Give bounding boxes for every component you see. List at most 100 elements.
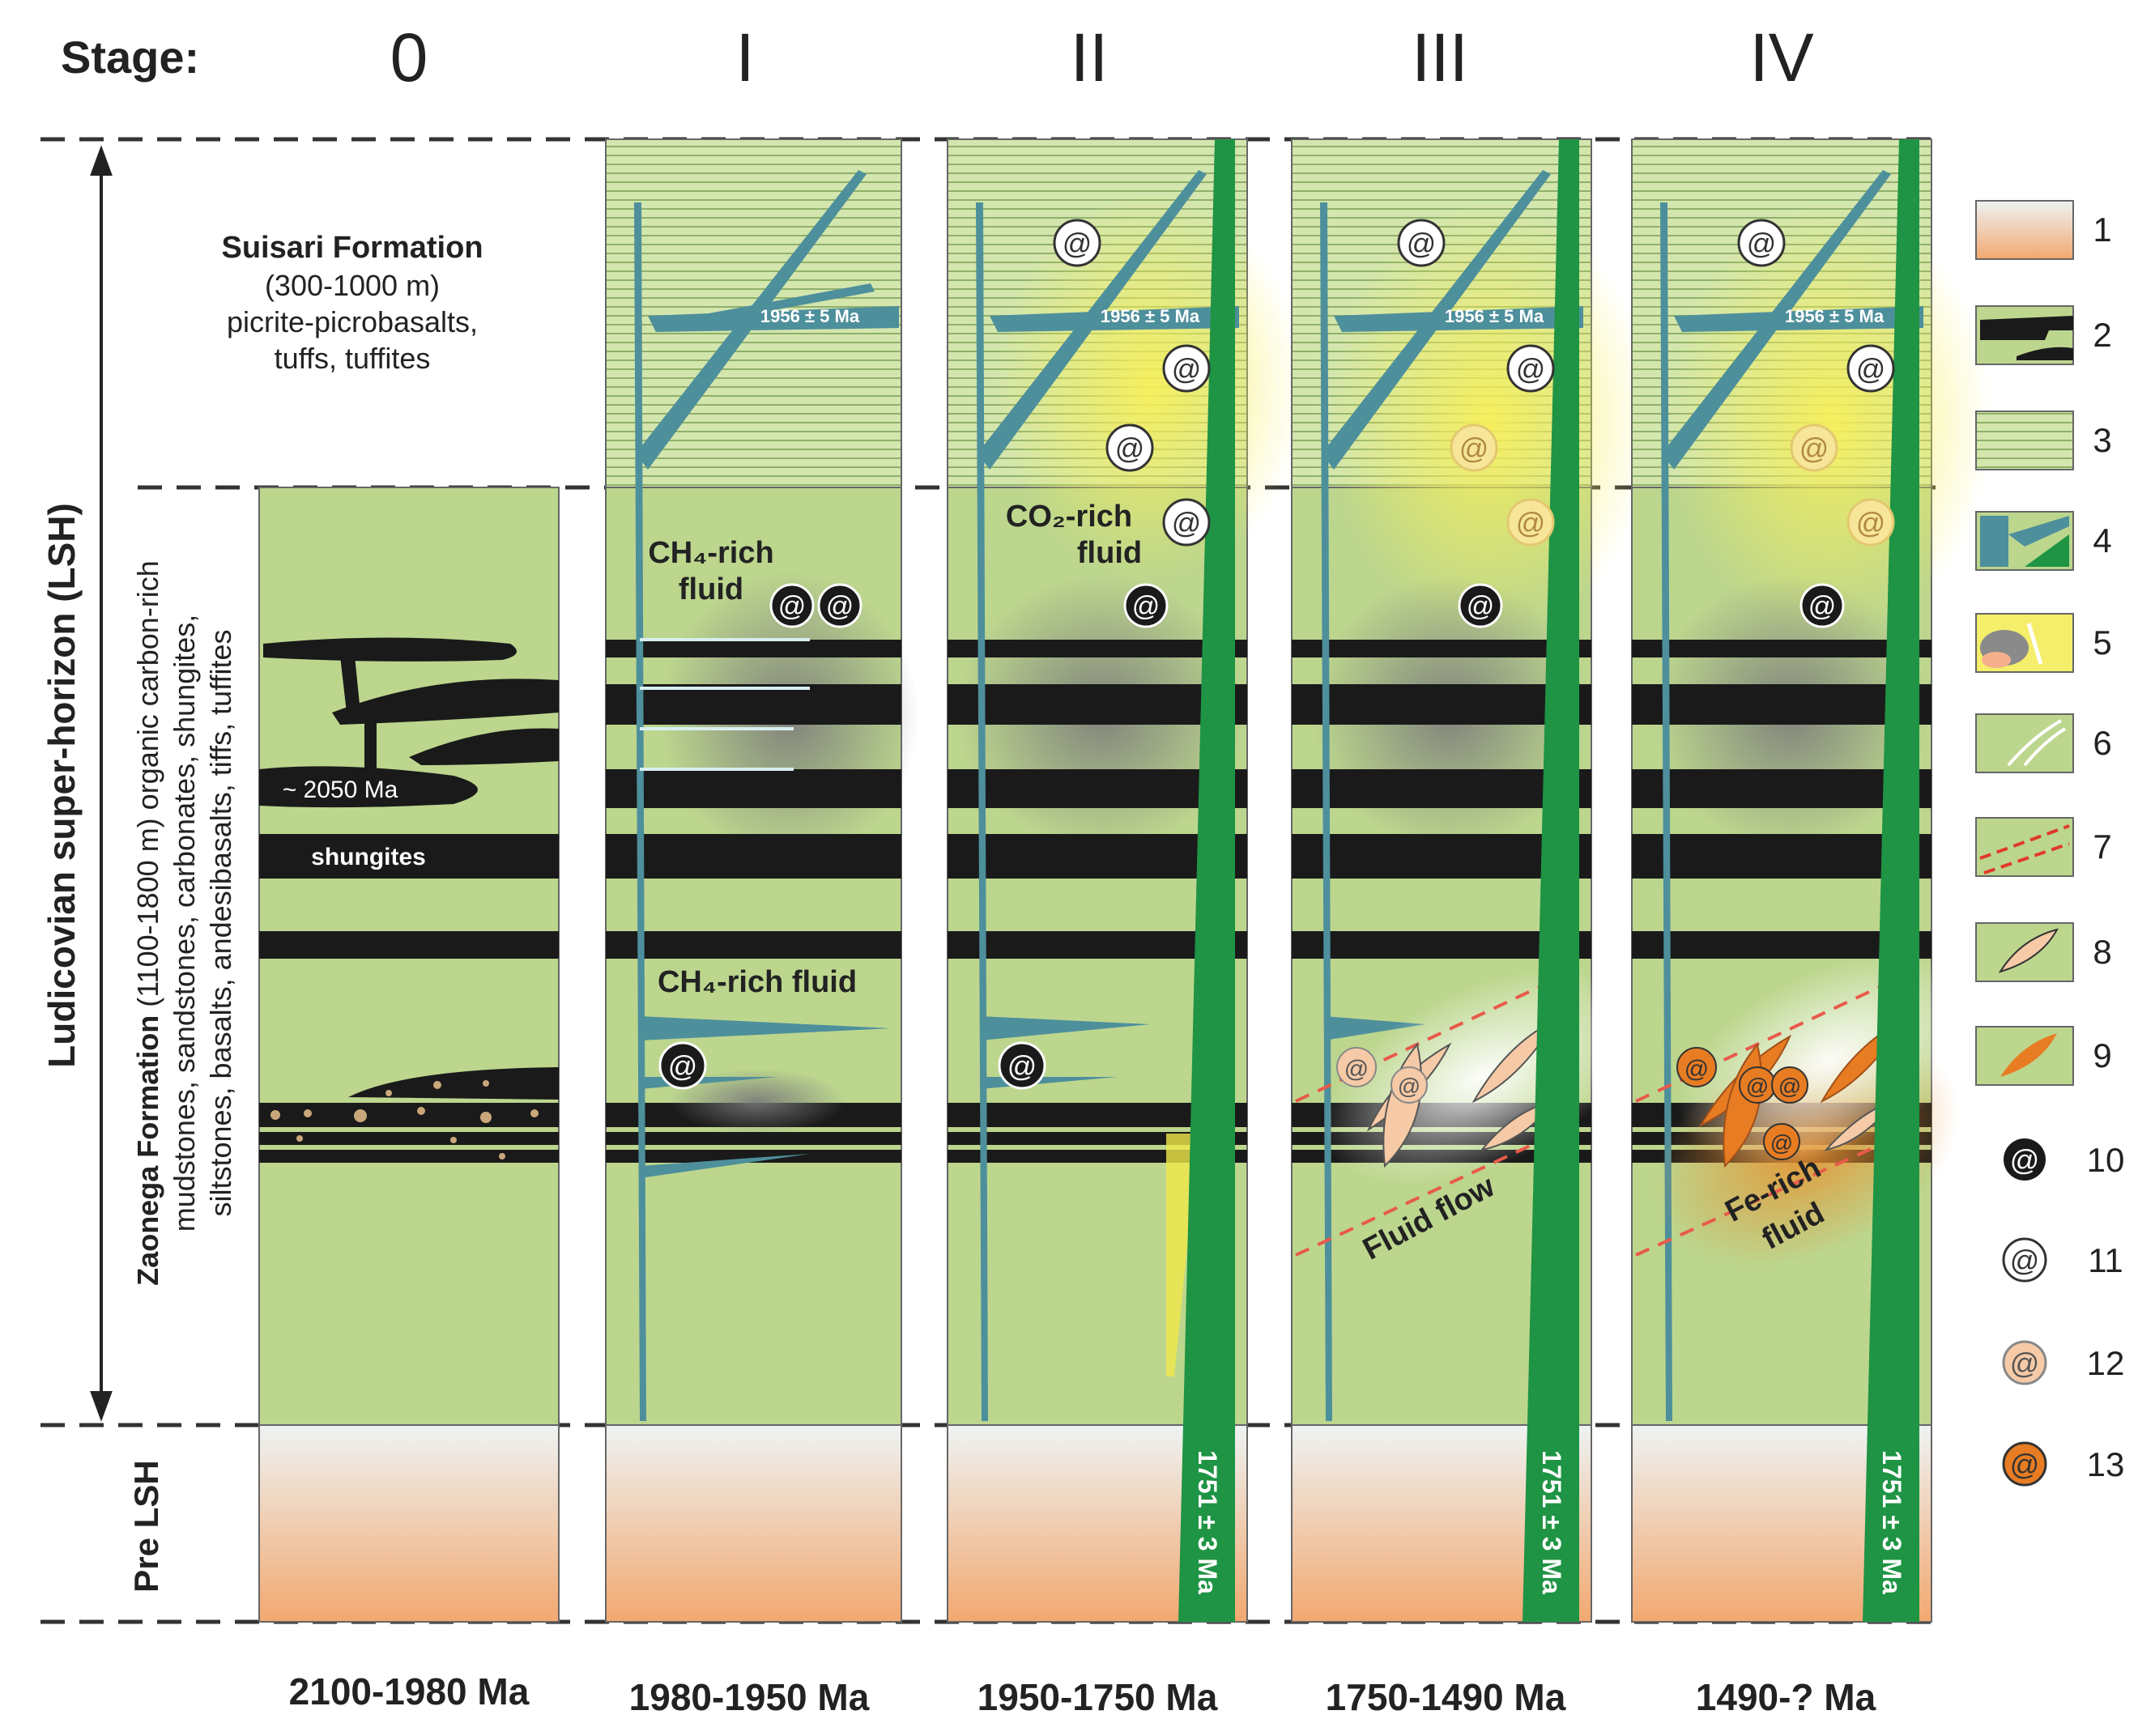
legend-number-9: 9 xyxy=(2093,1036,2111,1074)
age-stage-0: 2100-1980 Ma xyxy=(289,1670,530,1713)
svg-text:@: @ xyxy=(1770,1130,1793,1155)
svg-text:@: @ xyxy=(826,591,854,622)
legend-swatch-9 xyxy=(1975,1026,2074,1086)
legend-number-11: 11 xyxy=(2088,1241,2123,1279)
legend-swatch-4 xyxy=(1975,511,2074,571)
svg-text:@: @ xyxy=(1516,352,1546,385)
svg-text:@: @ xyxy=(1684,1056,1709,1083)
legend-swatch-6 xyxy=(1975,713,2074,773)
column-stage-III: 1956 ± 5 Ma 1751 ± 3 Ma Fluid flow @ @ @ xyxy=(1291,138,1652,1623)
svg-text:@: @ xyxy=(1063,227,1092,260)
age-2050-label: ~ 2050 Ma xyxy=(283,777,398,803)
legend-number-8: 8 xyxy=(2093,933,2111,971)
pre-lsh-label: Pre LSH xyxy=(127,1460,165,1592)
svg-text:@: @ xyxy=(1132,591,1161,622)
super-horizon-label: Ludicovian super-horizon (LSH) xyxy=(40,503,83,1068)
at-marker-white: @ xyxy=(1397,219,1446,267)
stage-II-label: II xyxy=(1071,19,1109,96)
stage-IV-label: IV xyxy=(1749,19,1813,96)
legend-swatch-8 xyxy=(1975,922,2074,982)
svg-text:@: @ xyxy=(2010,1448,2040,1481)
svg-text:@: @ xyxy=(1459,432,1489,465)
svg-text:@: @ xyxy=(1398,1074,1420,1099)
sill-age-II: 1956 ± 5 Ma xyxy=(1101,306,1200,326)
sill-age-I: 1956 ± 5 Ma xyxy=(760,306,860,326)
lsh-arrow xyxy=(90,145,113,1422)
zaonega-name: Zaonega Formation xyxy=(131,1015,164,1286)
svg-text:@: @ xyxy=(1778,1074,1801,1099)
legend-number-13: 13 xyxy=(2087,1445,2125,1483)
svg-text:@: @ xyxy=(1799,432,1829,465)
dyke-age-III: 1751 ± 3 Ma xyxy=(1537,1450,1566,1594)
svg-text:@: @ xyxy=(2010,1143,2040,1176)
at-marker-black: @ xyxy=(1123,583,1169,628)
svg-text:@: @ xyxy=(2010,1244,2040,1277)
legend-swatch-5 xyxy=(1975,613,2074,673)
at-marker-white: @ xyxy=(1737,219,1786,267)
at-marker-pink: @ xyxy=(1336,1047,1377,1087)
svg-text:@: @ xyxy=(1115,432,1145,465)
svg-text:@: @ xyxy=(778,591,807,622)
age-stage-IV: 1490-? Ma xyxy=(1696,1676,1876,1718)
zaonega-line3: siltstones, basalts, andesibasalts, tiff… xyxy=(204,629,237,1216)
legend-swatch-7 xyxy=(1975,817,2074,877)
suisari-line2: tuffs, tuffites xyxy=(275,342,431,375)
column-stage-I: 1956 ± 5 Ma CH₄-rich fluid CH₄-rich flui… xyxy=(605,138,919,1623)
legend-number-4: 4 xyxy=(2093,521,2111,560)
at-marker-orange: @ xyxy=(1676,1047,1717,1087)
at-marker-pink: @ xyxy=(1391,1066,1428,1104)
suisari-thickness: (300-1000 m) xyxy=(265,269,440,302)
at-marker-orange: @ xyxy=(1771,1066,1808,1104)
co2-label-1: CO₂-rich xyxy=(1006,500,1132,534)
stage-I-label: I xyxy=(735,19,754,96)
svg-text:@: @ xyxy=(668,1049,698,1083)
svg-text:@: @ xyxy=(2010,1347,2040,1380)
suisari-line1: picrite-picrobasalts, xyxy=(227,305,478,338)
at-marker-black: @ xyxy=(658,1041,707,1090)
stage-III-label: III xyxy=(1412,19,1468,96)
legend-swatch-2 xyxy=(1975,305,2074,365)
at-marker-black: @ xyxy=(1458,583,1503,628)
legend-number-10: 10 xyxy=(2087,1141,2125,1179)
at-marker-black: @ xyxy=(817,583,862,628)
svg-text:@: @ xyxy=(1747,227,1777,260)
legend: @ @ @ @ 1 2 3 4 5 6 7 8 9 10 11 12 13 xyxy=(1975,200,2125,1487)
svg-text:@: @ xyxy=(1856,352,1886,385)
at-marker-white: @ xyxy=(1846,344,1895,393)
svg-text:@: @ xyxy=(1172,506,1202,539)
co2-label-2: fluid xyxy=(1077,536,1142,570)
svg-text:@: @ xyxy=(1407,227,1437,260)
at-marker-pale: @ xyxy=(1450,423,1498,472)
legend-marker-10: @ xyxy=(2004,1138,2046,1181)
legend-number-3: 3 xyxy=(2093,421,2111,459)
age-stage-II: 1950-1750 Ma xyxy=(977,1676,1218,1718)
at-marker-black: @ xyxy=(769,583,815,628)
ch4-upper-label-1: CH₄-rich xyxy=(648,536,773,570)
svg-text:@: @ xyxy=(1856,506,1886,539)
legend-marker-11: @ xyxy=(2002,1237,2047,1283)
svg-text:@: @ xyxy=(1516,506,1546,539)
legend-marker-13: @ xyxy=(2002,1441,2047,1487)
ch4-lower-label: CH₄-rich fluid xyxy=(658,965,857,999)
stage-label: Stage: xyxy=(61,32,199,83)
svg-text:@: @ xyxy=(1746,1074,1769,1099)
legend-marker-12: @ xyxy=(2002,1340,2047,1385)
column-stage-II: 1956 ± 5 Ma 1751 ± 3 Ma CO₂-rich fluid @… xyxy=(947,138,1304,1623)
at-marker-orange: @ xyxy=(1739,1066,1776,1104)
at-marker-black: @ xyxy=(998,1041,1046,1090)
column-stage-0: ~ 2050 Ma shungites xyxy=(258,487,560,1623)
at-marker-white: @ xyxy=(1162,344,1211,393)
stage-0-label: 0 xyxy=(390,19,428,96)
zaonega-line2: mudstones, sandstones, carbonates, shung… xyxy=(168,615,201,1232)
svg-text:@: @ xyxy=(1172,352,1202,385)
svg-text:@: @ xyxy=(1808,591,1837,622)
svg-text:@: @ xyxy=(1007,1049,1037,1083)
svg-text:@: @ xyxy=(1467,591,1495,622)
zaonega-thickness: (1100-1800 m) organic carbon-rich xyxy=(131,560,164,1015)
legend-number-7: 7 xyxy=(2093,828,2111,866)
at-marker-white: @ xyxy=(1506,344,1555,393)
legend-swatch-1 xyxy=(1975,200,2074,260)
at-marker-orange: @ xyxy=(1763,1123,1800,1160)
at-marker-white: @ xyxy=(1162,498,1211,547)
